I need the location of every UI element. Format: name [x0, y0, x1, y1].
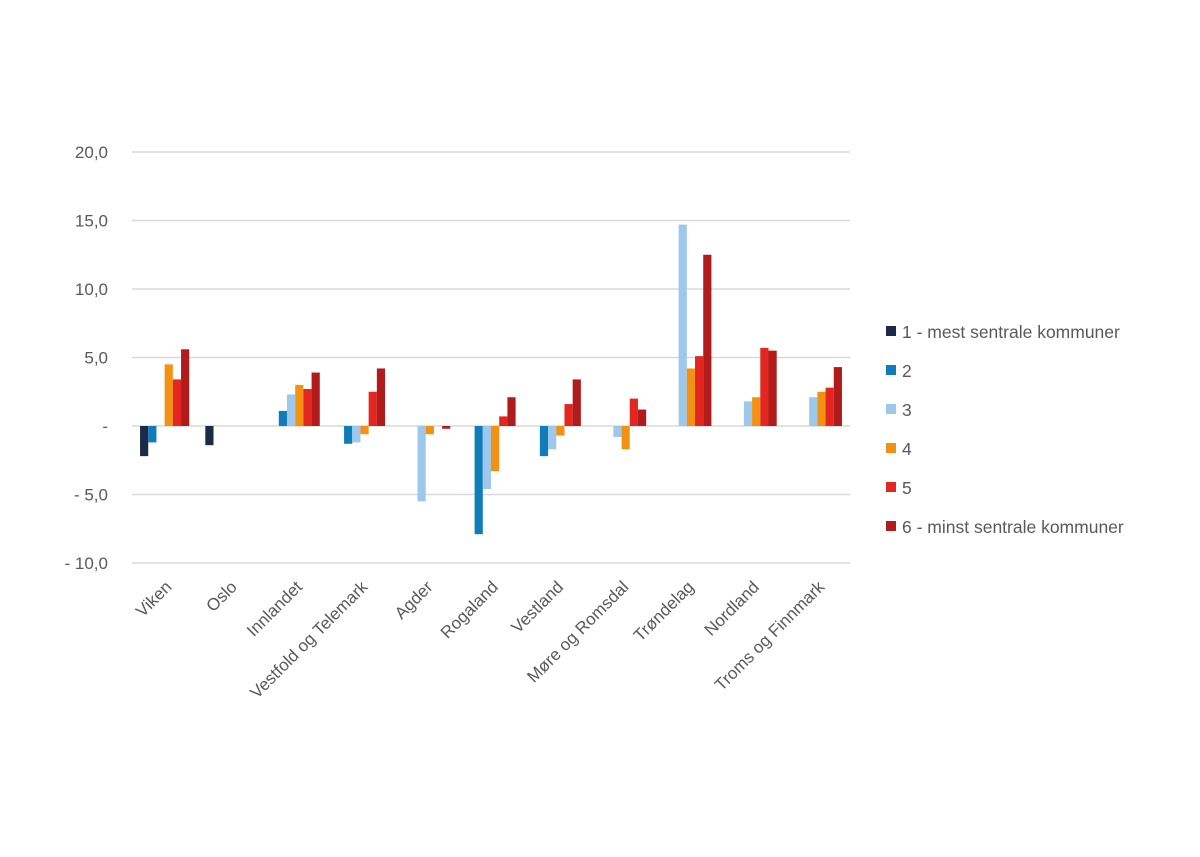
x-tick-label: Viken: [132, 577, 175, 620]
legend-label: 3: [902, 400, 912, 420]
bar: [311, 372, 320, 426]
y-tick-label: - 5,0: [74, 486, 108, 505]
bar: [417, 426, 426, 502]
x-tick-label: Vestfold og Telemark: [246, 577, 371, 702]
y-tick-label: 20,0: [75, 143, 108, 162]
x-tick-label: Oslo: [203, 577, 241, 615]
bar: [833, 367, 842, 426]
bar: [768, 350, 777, 426]
x-tick-label: Troms og Finnmark: [711, 577, 829, 695]
legend-swatch: [886, 482, 896, 492]
bar: [507, 397, 516, 426]
bar: [376, 368, 386, 426]
gridlines: [132, 151, 850, 564]
legend-swatch: [886, 404, 896, 414]
legend-swatch: [886, 443, 896, 453]
bar: [491, 426, 500, 472]
legend-label: 1 - mest sentrale kommuner: [902, 322, 1120, 342]
bar: [817, 391, 826, 426]
bar: [678, 224, 687, 426]
legend-label: 4: [902, 439, 912, 459]
bar: [360, 426, 369, 435]
legend-label: 6 - minst sentrale kommuner: [902, 517, 1124, 537]
bar: [809, 397, 818, 426]
bar: [499, 416, 508, 426]
y-axis: 20,0 15,0 10,0 5,0 - - 5,0 - 10,0: [65, 143, 108, 573]
bar: [482, 426, 491, 490]
bar: [548, 426, 557, 450]
bar: [743, 401, 753, 426]
bar: [352, 426, 361, 443]
y-tick-label: -: [102, 417, 108, 436]
bar: [303, 389, 312, 426]
x-tick-label: Innlandet: [243, 577, 306, 640]
bar: [344, 426, 353, 444]
bar: [613, 426, 622, 437]
y-tick-label: 5,0: [84, 349, 108, 368]
bar: [637, 409, 647, 426]
bar: [686, 368, 696, 426]
legend: 1 - mest sentrale kommuner 2 3 4 5 6 - minst …: [886, 322, 1124, 537]
legend-swatch: [886, 326, 896, 336]
bar: [164, 364, 173, 426]
bar: [295, 384, 304, 426]
y-tick-label: 15,0: [75, 212, 108, 231]
bar: [695, 356, 704, 426]
bar: [556, 426, 565, 436]
y-tick-label: - 10,0: [65, 554, 108, 573]
bar: [621, 426, 630, 450]
bar: [140, 426, 149, 457]
y-tick-label: 10,0: [75, 280, 108, 299]
bar: [572, 379, 581, 426]
bar: [629, 398, 638, 426]
x-tick-label: Nordland: [701, 577, 763, 639]
legend-label: 5: [902, 478, 912, 498]
legend-swatch: [886, 521, 896, 531]
bar: [181, 349, 190, 426]
bar: [539, 426, 549, 457]
x-tick-label: Trøndelag: [630, 577, 698, 645]
legend-label: 2: [902, 361, 912, 381]
bar: [368, 391, 377, 426]
bar: [205, 426, 214, 446]
bar: [442, 426, 451, 429]
bar: [564, 404, 573, 426]
bars: [140, 224, 842, 535]
bar: [703, 254, 712, 426]
bar: [760, 347, 769, 426]
x-tick-label: Agder: [391, 577, 437, 623]
bar: [172, 379, 182, 426]
x-tick-label: Vestland: [508, 577, 568, 637]
bar: [286, 394, 296, 426]
bar: [825, 387, 834, 426]
bar: [148, 426, 157, 443]
bar: [474, 426, 483, 535]
bar: [752, 397, 761, 426]
legend-swatch: [886, 365, 896, 375]
x-tick-label: Rogaland: [437, 577, 502, 642]
bar: [425, 426, 434, 435]
bar: [278, 410, 287, 426]
